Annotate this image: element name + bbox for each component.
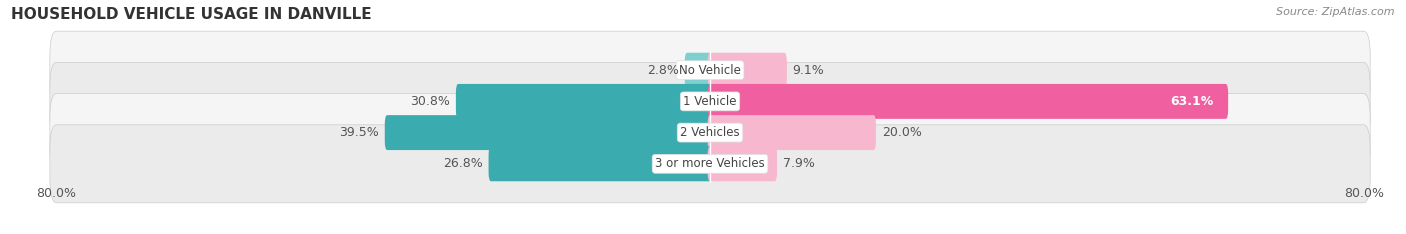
Text: 2 Vehicles: 2 Vehicles <box>681 126 740 139</box>
FancyBboxPatch shape <box>685 53 713 88</box>
FancyBboxPatch shape <box>488 146 713 181</box>
Text: 30.8%: 30.8% <box>411 95 450 108</box>
Text: 3 or more Vehicles: 3 or more Vehicles <box>655 157 765 170</box>
Text: 9.1%: 9.1% <box>793 64 824 77</box>
FancyBboxPatch shape <box>456 84 713 119</box>
FancyBboxPatch shape <box>707 84 1229 119</box>
FancyBboxPatch shape <box>385 115 713 150</box>
FancyBboxPatch shape <box>49 125 1371 203</box>
Text: Source: ZipAtlas.com: Source: ZipAtlas.com <box>1277 7 1395 17</box>
Text: No Vehicle: No Vehicle <box>679 64 741 77</box>
Text: 1 Vehicle: 1 Vehicle <box>683 95 737 108</box>
Text: 39.5%: 39.5% <box>339 126 380 139</box>
FancyBboxPatch shape <box>707 115 876 150</box>
FancyBboxPatch shape <box>49 31 1371 109</box>
Text: HOUSEHOLD VEHICLE USAGE IN DANVILLE: HOUSEHOLD VEHICLE USAGE IN DANVILLE <box>11 7 371 22</box>
Text: 26.8%: 26.8% <box>443 157 482 170</box>
Text: 20.0%: 20.0% <box>882 126 921 139</box>
Text: 63.1%: 63.1% <box>1170 95 1213 108</box>
FancyBboxPatch shape <box>49 62 1371 140</box>
FancyBboxPatch shape <box>707 53 787 88</box>
Text: 7.9%: 7.9% <box>783 157 814 170</box>
FancyBboxPatch shape <box>49 94 1371 172</box>
FancyBboxPatch shape <box>707 146 778 181</box>
Text: 2.8%: 2.8% <box>647 64 679 77</box>
